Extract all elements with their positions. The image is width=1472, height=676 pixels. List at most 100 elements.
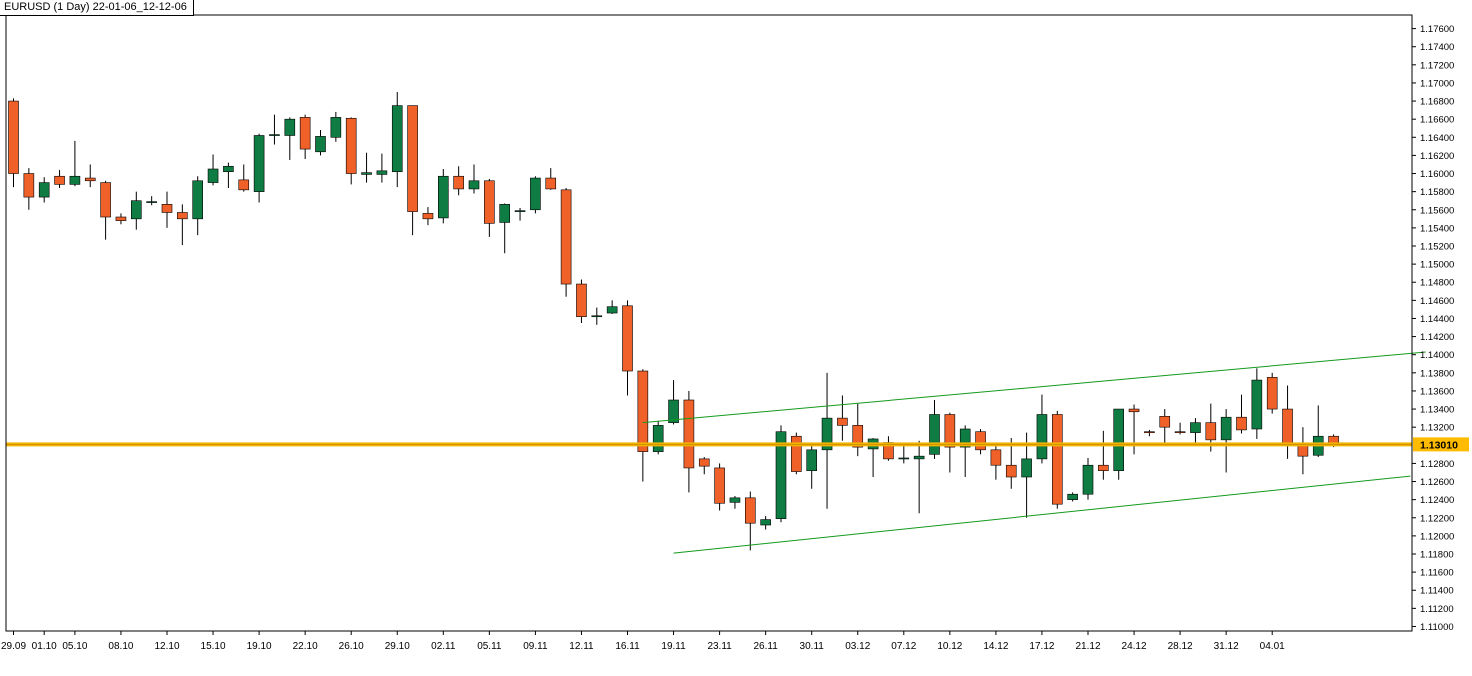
bear-candle-body	[299, 117, 311, 150]
candle	[69, 140, 81, 187]
candle	[606, 300, 618, 314]
x-tick-label: 17.12	[1029, 641, 1054, 652]
candle	[729, 496, 741, 509]
candle	[760, 515, 771, 530]
y-tick-label: 1.16800	[1420, 97, 1454, 108]
candle	[253, 133, 265, 203]
bear-candle-body	[1297, 444, 1309, 457]
candle	[821, 372, 833, 509]
bull-candle-body	[1036, 414, 1048, 460]
candle	[1098, 430, 1109, 480]
y-tick-label: 1.17600	[1420, 24, 1454, 35]
bull-candle-body	[391, 105, 403, 173]
bull-candle-body	[606, 306, 618, 314]
candle	[1220, 409, 1232, 473]
bull-candle-body	[1251, 379, 1263, 430]
x-tick-label: 07.12	[891, 641, 916, 652]
y-tick-label: 1.15800	[1420, 187, 1454, 198]
candle	[84, 164, 96, 188]
candle	[683, 390, 695, 493]
bear-candle-body	[837, 417, 848, 426]
x-tick-label: 04.01	[1260, 641, 1285, 652]
bull-candle-body	[1190, 422, 1201, 433]
candles-layer	[8, 92, 1339, 551]
candle	[100, 180, 111, 240]
bear-candle-body	[560, 189, 572, 285]
candle	[1190, 418, 1201, 446]
y-tick-label: 1.12200	[1420, 513, 1454, 524]
bear-candle-body	[975, 431, 986, 451]
x-tick-label: 02.11	[431, 641, 456, 652]
candle	[990, 443, 1002, 480]
bear-candle-body	[23, 173, 35, 198]
candle	[315, 130, 326, 156]
bull-candle-body	[729, 497, 741, 503]
bear-candle-body	[407, 105, 418, 212]
bear-candle-body	[1205, 422, 1217, 441]
y-tick-label: 1.16600	[1420, 115, 1454, 126]
x-tick-label: 26.11	[754, 641, 779, 652]
bull-candle-body	[806, 449, 818, 471]
candle	[499, 203, 511, 254]
bull-candle-body	[760, 519, 771, 526]
x-tick-label: 16.11	[615, 641, 640, 652]
bear-candle-body	[637, 370, 649, 452]
y-tick-label: 1.17400	[1420, 42, 1454, 53]
y-tick-label: 1.13200	[1420, 423, 1454, 434]
x-tick-label: 14.12	[983, 641, 1008, 652]
bear-candle-body	[1174, 431, 1186, 434]
candle	[1052, 410, 1063, 509]
y-tick-label: 1.14200	[1420, 332, 1454, 343]
candle	[299, 114, 311, 160]
bear-candle-body	[1128, 408, 1140, 413]
candle	[791, 432, 802, 475]
candle	[1005, 438, 1017, 489]
lower-channel-trendline	[673, 475, 1411, 554]
candle	[207, 154, 219, 186]
bull-candle-body	[1220, 416, 1232, 441]
candle	[468, 164, 480, 194]
bear-candle-body	[84, 177, 96, 182]
candle	[131, 191, 142, 230]
y-tick-label: 1.15400	[1420, 223, 1454, 234]
candle	[1251, 368, 1263, 439]
bear-candle-body	[100, 182, 111, 218]
bull-candle-body	[929, 414, 940, 455]
candle	[959, 425, 971, 477]
y-tick-label: 1.17000	[1420, 78, 1454, 89]
candle	[284, 117, 296, 160]
x-tick-label: 29.09	[1, 641, 26, 652]
candle	[514, 207, 526, 221]
y-tick-label: 1.11600	[1420, 568, 1454, 579]
candle	[269, 114, 280, 145]
x-tick-label: 26.10	[339, 641, 364, 652]
candle	[576, 279, 587, 323]
candle	[560, 188, 572, 297]
bull-candle-body	[269, 134, 280, 136]
candle	[330, 111, 342, 142]
y-tick-label: 1.12000	[1420, 531, 1454, 542]
bear-candle-body	[345, 117, 357, 174]
x-tick-label: 19.10	[247, 641, 272, 652]
candle	[1174, 422, 1186, 435]
candle	[453, 166, 464, 196]
y-tick-label: 1.12400	[1420, 495, 1454, 506]
candle	[775, 425, 787, 523]
y-tick-label: 1.11200	[1420, 604, 1454, 615]
bull-candle-body	[253, 135, 265, 192]
x-tick-label: 15.10	[201, 641, 226, 652]
bear-candle-body	[791, 435, 802, 472]
bull-candle-body	[131, 200, 142, 220]
candle	[1236, 394, 1247, 434]
bull-candle-body	[499, 204, 511, 223]
y-tick-label: 1.16400	[1420, 133, 1454, 144]
candle	[837, 395, 848, 441]
candle	[1144, 429, 1155, 437]
y-tick-label: 1.13800	[1420, 368, 1454, 379]
bear-candle-body	[576, 283, 587, 317]
candle	[391, 92, 403, 188]
bull-candle-body	[361, 172, 372, 175]
